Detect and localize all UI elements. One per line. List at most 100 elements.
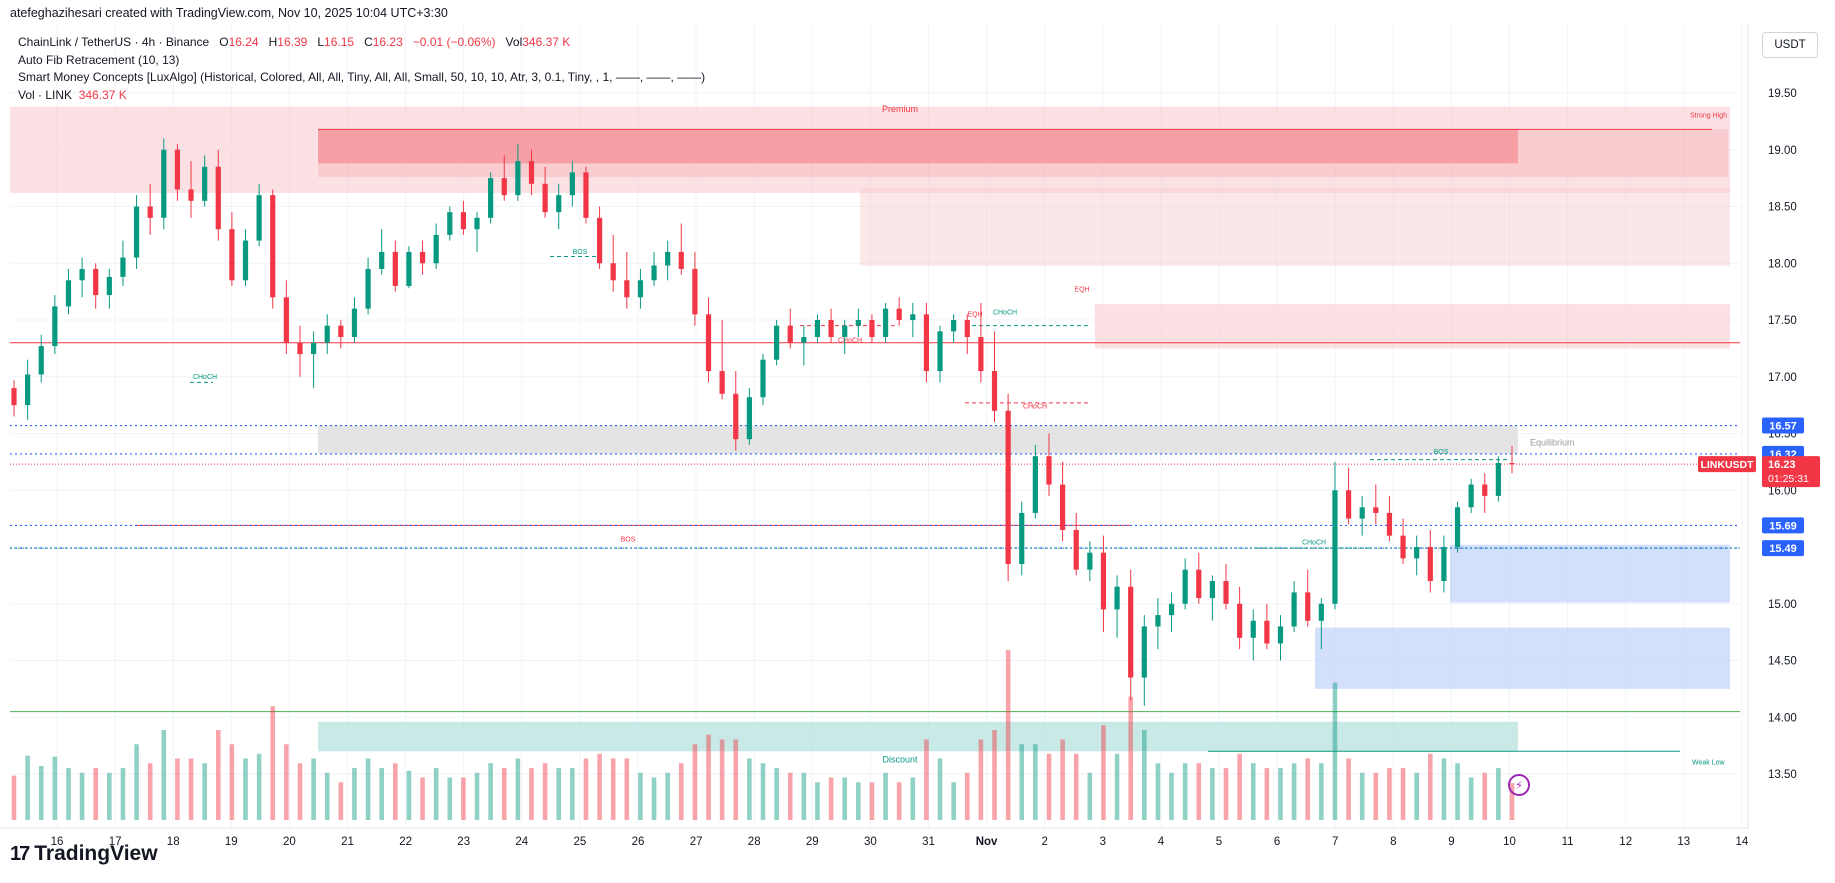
- candle: [978, 302, 984, 383]
- candle: [1291, 581, 1297, 633]
- candle: [774, 320, 780, 366]
- volume-bar: [570, 768, 575, 820]
- candle: [1482, 473, 1488, 513]
- flash-icon[interactable]: ⚡: [1508, 774, 1530, 796]
- bullish-ob-1: [1450, 544, 1730, 603]
- legend-change: −0.01 (−0.06%): [412, 35, 496, 49]
- candle: [1250, 609, 1256, 661]
- volume-bar: [256, 753, 262, 820]
- candle-body: [951, 320, 957, 332]
- volume-bar: [760, 763, 766, 820]
- time-axis-tick: 6: [1274, 836, 1280, 848]
- structure-label: CHoCH: [838, 338, 862, 345]
- volume-bar: [610, 758, 616, 820]
- candle-body: [447, 212, 453, 235]
- volume-bar: [147, 763, 153, 820]
- candle: [760, 354, 766, 406]
- volume-bar: [1019, 744, 1025, 820]
- candle-body: [814, 320, 821, 338]
- price-axis-tick: 18.50: [1768, 202, 1797, 214]
- candle-body: [283, 297, 289, 343]
- time-axis-tick: 8: [1390, 836, 1396, 848]
- candle-body: [923, 314, 930, 372]
- volume-bar: [678, 763, 684, 820]
- chart-svg[interactable]: Premium Discount Equilibrium Strong High Wea…: [0, 24, 1835, 866]
- candle: [1196, 552, 1202, 604]
- time-axis-tick: 5: [1216, 836, 1222, 848]
- volume-bar: [324, 772, 330, 820]
- candle-body: [1509, 463, 1515, 465]
- volume-bar: [1101, 725, 1106, 820]
- candle-body: [596, 217, 603, 264]
- candle-body: [1495, 463, 1501, 496]
- candle-body: [991, 371, 998, 411]
- candle-body: [133, 206, 140, 258]
- candle: [1060, 461, 1066, 542]
- candle-body: [964, 320, 970, 338]
- candle: [392, 240, 398, 292]
- premium-label: Premium: [882, 104, 918, 114]
- candle: [1305, 569, 1311, 627]
- legend-indicator-smc[interactable]: Smart Money Concepts [LuxAlgo] (Historic…: [18, 70, 706, 84]
- candle: [188, 161, 194, 218]
- candle-body: [1019, 512, 1025, 565]
- price-label-bg: [1762, 417, 1804, 434]
- time-axis-tick: 25: [574, 836, 587, 848]
- candle-body: [202, 166, 208, 201]
- volume-bar: [1142, 730, 1147, 820]
- candle: [297, 325, 303, 377]
- candle: [120, 240, 126, 286]
- candle-body: [515, 161, 521, 196]
- legend-c-label: C: [364, 35, 373, 49]
- candle: [1345, 467, 1352, 525]
- candle: [419, 240, 426, 275]
- bearish-ob-2: [1095, 304, 1730, 349]
- time-axis-tick: 7: [1332, 836, 1338, 848]
- candle: [338, 320, 344, 349]
- legend-c-value: 16.23: [372, 35, 403, 49]
- candle: [801, 325, 807, 366]
- volume-bar: [1291, 763, 1297, 820]
- volume-bar: [638, 772, 643, 820]
- volume-bar: [420, 777, 425, 820]
- volume-bar: [1182, 763, 1188, 820]
- candle: [1100, 535, 1107, 633]
- volume-bar: [1210, 768, 1215, 820]
- legend-indicator-fib[interactable]: Auto Fib Retracement (10, 13): [18, 52, 180, 67]
- time-axis-tick: 27: [690, 836, 703, 848]
- volume-bar: [651, 777, 657, 820]
- candle-body: [842, 325, 848, 338]
- candle-body: [787, 325, 793, 343]
- candle-body: [79, 268, 85, 281]
- volume-bar: [964, 772, 970, 820]
- price-label-bg: [1762, 540, 1804, 557]
- time-axis-tick: 16: [51, 836, 64, 848]
- legend-symbol-row[interactable]: ChainLink / TetherUS · 4h · Binance O16.…: [18, 34, 705, 52]
- legend-volume-label: Vol · LINK: [18, 87, 73, 102]
- legend-volume-row[interactable]: Vol · LINK 346.37 K: [18, 87, 705, 105]
- candle: [324, 314, 330, 355]
- candle-body: [93, 268, 99, 296]
- weak-low-label: Weak Low: [1692, 760, 1725, 767]
- candle-body: [1073, 529, 1079, 570]
- chart-area[interactable]: Premium Discount Equilibrium Strong High Wea…: [0, 24, 1835, 866]
- currency-selector[interactable]: USDT: [1762, 32, 1818, 58]
- volume-bar: [202, 763, 207, 820]
- legend-vol-label: Vol: [505, 35, 523, 49]
- candle-body: [1305, 592, 1311, 621]
- candle-body: [978, 337, 984, 372]
- volume-bar: [1114, 753, 1120, 820]
- tradingview-logo-mark: 17: [10, 842, 30, 865]
- candle-body: [256, 195, 262, 241]
- countdown-label: 01:25:31: [1768, 473, 1809, 485]
- candle-body: [474, 217, 480, 230]
- time-axis-tick: 26: [632, 836, 645, 848]
- symbol-tag-bg: [1698, 456, 1756, 473]
- legend-h-value: 16.39: [277, 35, 308, 49]
- candle-body: [610, 263, 616, 281]
- legend-vol-value: 346.37 K: [522, 35, 571, 49]
- volume-bar: [719, 739, 725, 820]
- volume-bar: [107, 772, 112, 820]
- legend-symbol[interactable]: ChainLink / TetherUS · 4h · Binance: [18, 35, 210, 49]
- price-label: 15.69: [1769, 520, 1797, 532]
